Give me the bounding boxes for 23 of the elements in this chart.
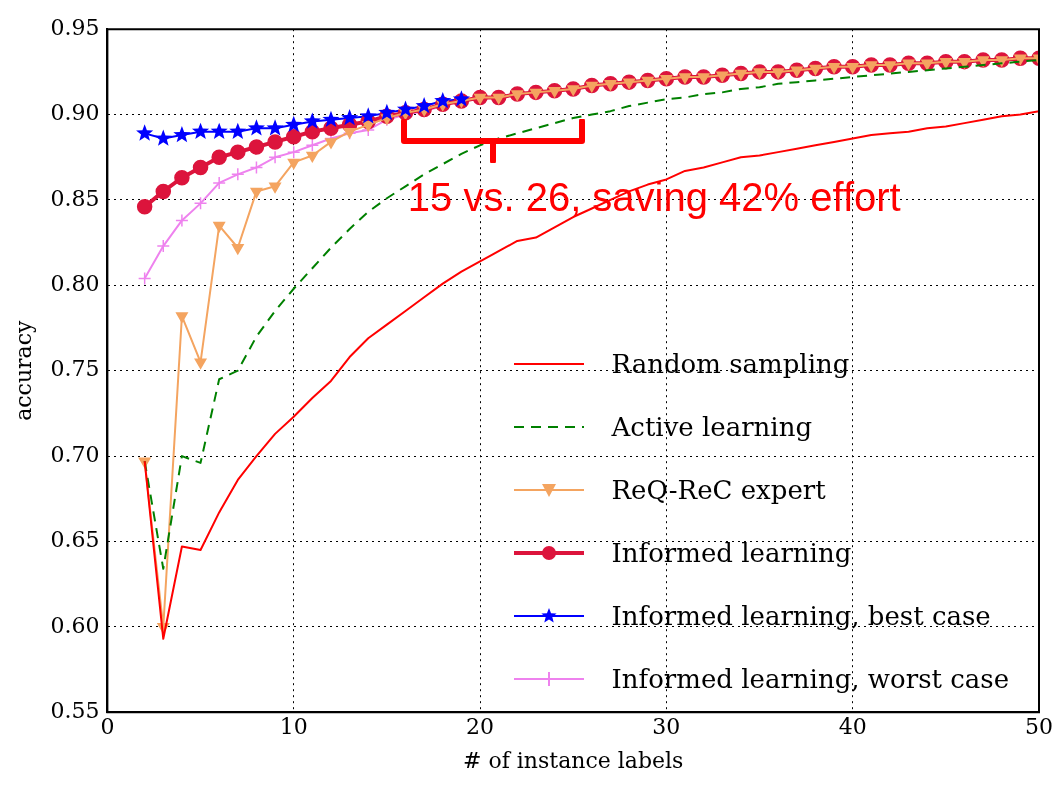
y-tick-label: 0.65 xyxy=(50,527,100,553)
legend-label: Informed learning xyxy=(611,538,852,569)
y-tick-label: 0.85 xyxy=(50,185,100,211)
legend-label: ReQ-ReC expert xyxy=(611,475,826,506)
x-tick-label: 30 xyxy=(652,714,681,740)
x-tick-label: 40 xyxy=(838,714,867,740)
x-tick-label: 10 xyxy=(279,714,308,740)
y-tick-label: 0.95 xyxy=(50,14,100,40)
x-axis-title: # of instance labels xyxy=(463,747,684,773)
y-tick-label: 0.60 xyxy=(50,612,100,638)
x-tick-label: 20 xyxy=(466,714,495,740)
legend-label: Informed learning, best case xyxy=(611,601,991,632)
x-tick-label: 50 xyxy=(1025,714,1053,740)
y-tick-label: 0.90 xyxy=(50,100,100,126)
y-tick-label: 0.75 xyxy=(50,356,100,382)
y-tick-label: 0.55 xyxy=(50,697,100,723)
x-tick-label: 0 xyxy=(100,714,115,740)
y-axis-title: accuracy xyxy=(10,319,36,421)
legend-label: Random sampling xyxy=(611,349,850,380)
legend-label: Informed learning, worst case xyxy=(611,664,1010,695)
legend-label: Active learning xyxy=(611,412,813,443)
y-tick-label: 0.80 xyxy=(50,271,100,297)
y-tick-label: 0.70 xyxy=(50,441,100,467)
